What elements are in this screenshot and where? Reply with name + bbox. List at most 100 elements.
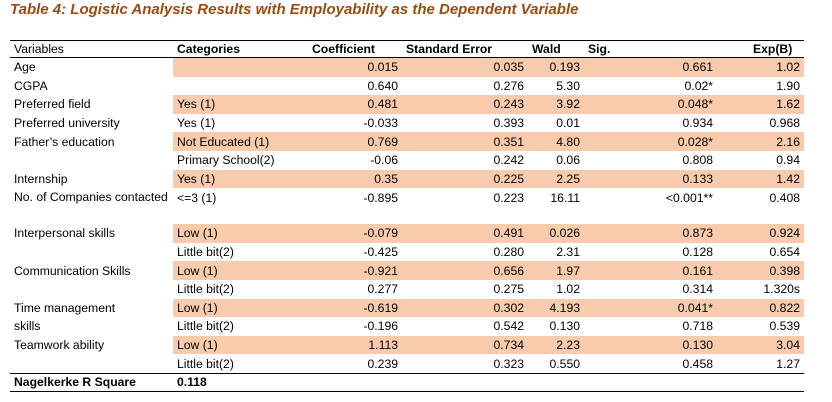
cell-category: Not Educated (1) — [173, 132, 308, 151]
cell-variable — [10, 354, 173, 374]
cell-coefficient: -0.619 — [308, 298, 402, 318]
cell-coefficient: -0.196 — [363, 319, 398, 334]
cell-wald: 0.01 — [556, 116, 580, 131]
table-row: Little bit(2) 0.277 0.275 1.02 0.314 1.320s — [10, 279, 804, 299]
header-row: Variables Categories Coefficient Standar… — [10, 40, 804, 58]
cell-variable: Interpersonal skills — [10, 224, 173, 243]
cell-expb: 1.90 — [776, 78, 800, 93]
cell-category: <=3 (1) — [177, 191, 217, 206]
cell-sig: 0.718 — [682, 319, 714, 334]
cell-coefficient: 0.239 — [367, 356, 399, 371]
cell-variable: Teamwork ability — [10, 335, 173, 355]
cell-standard-error: 0.276 — [493, 78, 525, 93]
cell-sig: 0.128 — [682, 245, 714, 260]
table-row: Primary School(2) -0.06 0.242 0.06 0.808 0.94 — [10, 150, 804, 170]
cell-wald: 0.026 — [528, 224, 584, 243]
results-table: Variables Categories Coefficient Standar… — [10, 40, 804, 392]
cell-category — [173, 77, 308, 96]
table-row: Little bit(2) -0.425 0.280 2.31 0.128 0.654 — [10, 242, 804, 262]
cell-category: Primary School(2) — [177, 153, 275, 168]
cell-wald: 16.11 — [550, 191, 580, 206]
cell-wald: 2.23 — [528, 335, 584, 355]
cell-variable — [10, 279, 173, 299]
cell-standard-error: 0.542 — [493, 319, 525, 334]
cell-category: Yes (1) — [177, 116, 216, 131]
cell-coefficient: -0.033 — [363, 116, 398, 131]
cell-wald: 0.550 — [549, 356, 581, 371]
cell-coefficient: -0.425 — [363, 245, 398, 260]
cell-sig: 0.133 — [584, 169, 717, 189]
cell-sig: 0.161 — [584, 261, 717, 280]
header-coefficient: Coefficient — [308, 40, 402, 58]
cell-standard-error: 0.323 — [493, 356, 525, 371]
table-row: skills Little bit(2) -0.196 0.542 0.130 0.718… — [10, 317, 804, 336]
footer-label: Nagelkerke R Square — [10, 372, 173, 392]
cell-category: Low (1) — [173, 261, 308, 280]
table-row: Little bit(2) 0.239 0.323 0.550 0.458 1.27 — [10, 354, 804, 374]
cell-variable: No. of Companies contacted — [10, 188, 173, 225]
cell-variable: CGPA — [10, 76, 173, 96]
table-title: Table 4: Logistic Analysis Results with … — [10, 1, 579, 18]
header-sig: Sig. — [584, 40, 717, 58]
cell-expb: 3.04 — [717, 335, 804, 355]
cell-standard-error: 0.243 — [402, 95, 528, 114]
table-row: Interpersonal skills Low (1) -0.079 0.491 0.… — [10, 224, 804, 243]
table-row: Preferred university Yes (1) -0.033 0.393 0.… — [10, 113, 804, 133]
cell-wald: 1.97 — [528, 261, 584, 280]
cell-variable: Internship — [10, 169, 173, 189]
cell-wald: 4.80 — [528, 132, 584, 151]
cell-sig: 0.661 — [584, 57, 717, 77]
cell-expb: 0.94 — [776, 153, 800, 168]
cell-category — [173, 57, 308, 77]
header-wald: Wald — [528, 40, 584, 58]
cell-variable — [10, 242, 173, 262]
cell-wald: 3.92 — [528, 95, 584, 114]
cell-expb: 0.408 — [769, 191, 801, 206]
table-row: Preferred field Yes (1) 0.481 0.243 3.92 0.04… — [10, 95, 804, 114]
cell-wald: 0.193 — [528, 57, 584, 77]
cell-expb: 0.822 — [717, 298, 804, 318]
cell-category: Low (1) — [173, 224, 308, 243]
cell-expb: 1.320s — [763, 282, 800, 297]
cell-expb: 0.924 — [717, 224, 804, 243]
cell-wald: 1.02 — [556, 282, 580, 297]
cell-sig: 0.314 — [682, 282, 714, 297]
table-row: Communication Skills Low (1) -0.921 0.656 1.… — [10, 261, 804, 280]
cell-standard-error: 0.656 — [402, 261, 528, 280]
cell-expb: 1.27 — [776, 356, 800, 371]
header-categories: Categories — [173, 40, 308, 58]
cell-coefficient: 1.113 — [308, 335, 402, 355]
table-body: Age 0.015 0.035 0.193 0.661 1.02 CGPA 0.640 0.27… — [10, 57, 804, 374]
cell-category: Yes (1) — [173, 169, 308, 189]
cell-category: Little bit(2) — [177, 245, 234, 260]
cell-coefficient: 0.769 — [308, 132, 402, 151]
cell-expb: 1.42 — [717, 169, 804, 189]
cell-category: Low (1) — [173, 335, 308, 355]
cell-sig: 0.808 — [682, 153, 714, 168]
cell-wald: 5.30 — [556, 78, 580, 93]
cell-variable: Father’s education — [10, 132, 173, 151]
cell-category: Little bit(2) — [177, 319, 234, 334]
cell-coefficient: -0.895 — [363, 191, 398, 206]
header-variables: Variables — [10, 40, 173, 58]
cell-expb: 0.968 — [769, 116, 801, 131]
cell-coefficient: -0.06 — [370, 153, 398, 168]
cell-coefficient: -0.921 — [308, 261, 402, 280]
header-standard-error: Standard Error — [402, 40, 528, 58]
cell-category: Yes (1) — [173, 95, 308, 114]
cell-sig: 0.041* — [584, 298, 717, 318]
cell-coefficient: 0.481 — [308, 95, 402, 114]
cell-variable: Preferred field — [10, 95, 173, 114]
cell-variable — [10, 150, 173, 170]
cell-variable: Communication Skills — [10, 261, 173, 280]
cell-standard-error: 0.280 — [493, 245, 525, 260]
cell-variable: Time management — [10, 298, 173, 318]
cell-wald: 0.06 — [556, 153, 580, 168]
cell-standard-error: 0.491 — [402, 224, 528, 243]
cell-coefficient: 0.640 — [367, 78, 399, 93]
table-row: No. of Companies contacted <=3 (1) -0.895 0… — [10, 188, 804, 225]
cell-wald: 4.193 — [528, 298, 584, 318]
cell-standard-error: 0.302 — [402, 298, 528, 318]
cell-sig: <0.001** — [665, 191, 713, 206]
cell-coefficient: 0.015 — [308, 57, 402, 77]
